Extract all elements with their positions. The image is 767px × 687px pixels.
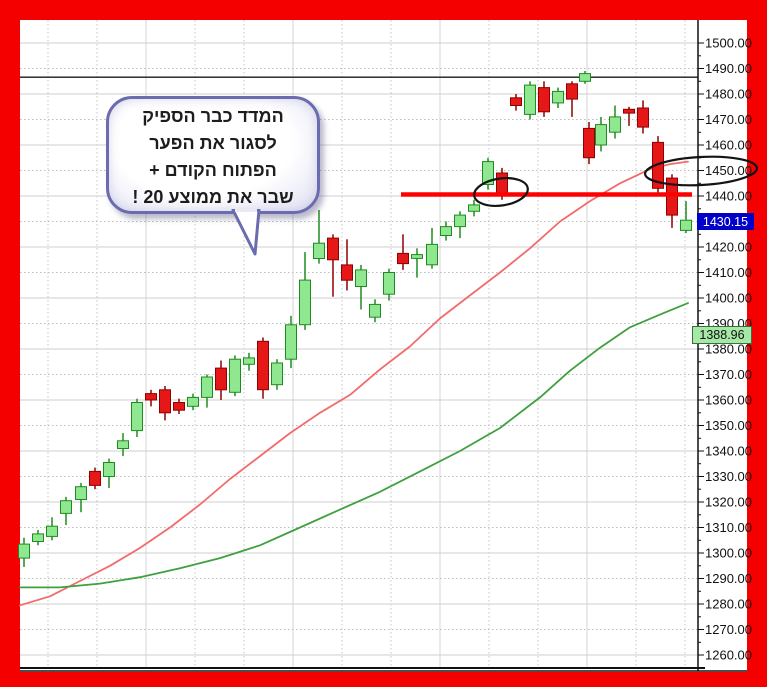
y-tick-label: 1340.00 — [705, 444, 752, 459]
moving-averages-layer — [19, 160, 689, 607]
y-tick-label: 1310.00 — [705, 520, 752, 535]
y-tick-label: 1270.00 — [705, 622, 752, 637]
candle — [609, 116, 621, 133]
candle — [637, 107, 649, 128]
annotation-bubble-tail — [231, 209, 261, 256]
y-tick-label: 1300.00 — [705, 546, 752, 561]
candle — [60, 500, 72, 514]
candle — [454, 214, 466, 228]
y-tick-label: 1440.00 — [705, 189, 752, 204]
y-tick-label: 1470.00 — [705, 112, 752, 127]
candle — [117, 440, 129, 449]
candle — [595, 124, 607, 146]
candle — [566, 83, 578, 100]
candle — [510, 97, 522, 107]
annotation-line: שבר את ממוצע 20 ! — [132, 187, 294, 207]
y-tick-label: 1490.00 — [705, 61, 752, 76]
candle — [552, 90, 564, 104]
candle — [355, 269, 367, 287]
highlight-ellipse — [643, 155, 759, 187]
candle — [411, 254, 423, 259]
candle — [579, 73, 591, 82]
y-tick-label: 1370.00 — [705, 367, 752, 382]
candle — [46, 525, 58, 537]
candle — [583, 127, 595, 159]
y-tick-label: 1410.00 — [705, 265, 752, 280]
y-tick-label: 1400.00 — [705, 291, 752, 306]
candle — [496, 172, 508, 196]
candle — [89, 470, 101, 486]
y-tick-label: 1360.00 — [705, 393, 752, 408]
candle — [257, 340, 269, 391]
candle — [426, 243, 438, 266]
candle — [482, 161, 494, 186]
candle — [18, 543, 30, 559]
candle — [383, 272, 395, 295]
candle — [131, 402, 143, 432]
last-price-label: 1430.15 — [697, 213, 754, 230]
y-tick-label: 1480.00 — [705, 87, 752, 102]
candle — [243, 357, 255, 365]
candle — [440, 226, 452, 237]
candle — [173, 402, 185, 411]
candle — [271, 362, 283, 386]
annotation-bubble: המדד כבר הספיק לסגור את הפער הפתוח הקודם… — [106, 96, 320, 214]
annotation-line: הפתוח הקודם + — [149, 160, 277, 180]
y-tick-label: 1330.00 — [705, 469, 752, 484]
y-tick-label: 1320.00 — [705, 495, 752, 510]
y-tick-label: 1350.00 — [705, 418, 752, 433]
candle — [341, 264, 353, 281]
candle — [313, 242, 325, 259]
candle — [103, 462, 115, 477]
ma-price-label: 1388.96 — [692, 326, 752, 344]
y-tick-label: 1280.00 — [705, 597, 752, 612]
y-tick-label: 1460.00 — [705, 138, 752, 153]
candle — [468, 204, 480, 212]
annotation-line: לסגור את הפער — [149, 133, 277, 153]
candle — [159, 389, 171, 414]
candle — [327, 237, 339, 261]
candle — [215, 367, 227, 391]
candle — [680, 219, 692, 231]
highlight-ellipse — [473, 177, 529, 207]
candle — [229, 358, 241, 393]
candles-layer — [18, 71, 692, 567]
y-tick-label: 1450.00 — [705, 163, 752, 178]
candle — [538, 87, 550, 113]
candle — [623, 108, 635, 114]
y-tick-label: 1500.00 — [705, 36, 752, 51]
y-tick-label: 1260.00 — [705, 648, 752, 663]
candle — [285, 324, 297, 360]
y-tick-label: 1380.00 — [705, 342, 752, 357]
candle — [32, 533, 44, 543]
annotation-line: המדד כבר הספיק — [142, 106, 284, 126]
y-tick-label: 1290.00 — [705, 571, 752, 586]
candle — [524, 84, 536, 115]
y-tick-label: 1420.00 — [705, 240, 752, 255]
candle — [75, 486, 87, 501]
ma-slow-line — [19, 302, 689, 589]
candle — [299, 279, 311, 326]
candle — [201, 376, 213, 398]
candle — [397, 252, 409, 265]
candle — [145, 393, 157, 401]
candle — [369, 303, 381, 318]
ellipse-annotations — [473, 155, 759, 207]
ma-fast-line — [19, 160, 689, 607]
candle — [187, 396, 199, 407]
